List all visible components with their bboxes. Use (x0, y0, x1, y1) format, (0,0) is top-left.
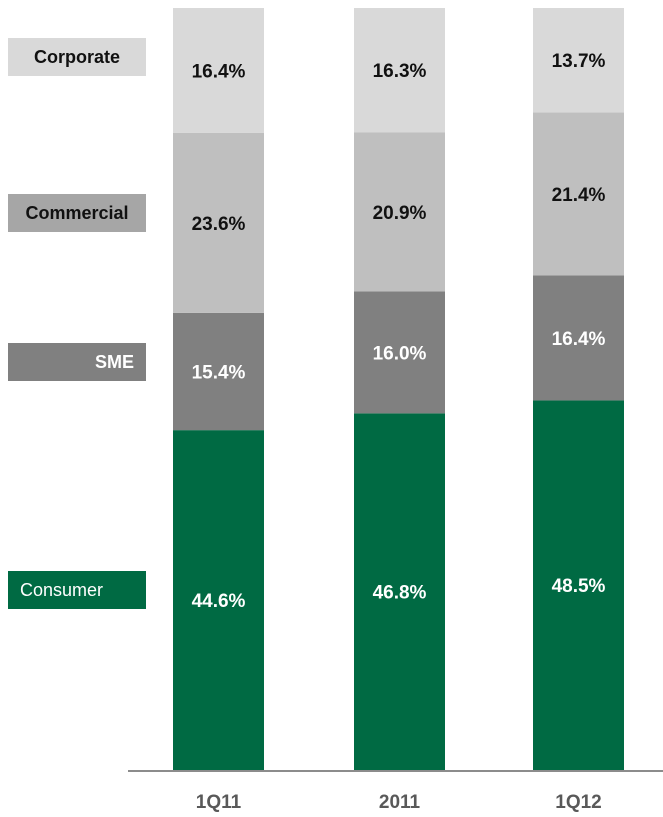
bar-segment-consumer-1q11 (173, 430, 264, 770)
data-label-commercial-1q11: 23.6% (192, 214, 246, 235)
data-label-sme-1q12: 16.4% (552, 329, 606, 350)
bar-segment-commercial-1q11 (173, 132, 264, 313)
bar-segment-corporate-1q12 (533, 8, 624, 113)
legend-label-commercial: Commercial (25, 202, 129, 223)
category-label-2011: 2011 (379, 792, 421, 813)
data-label-corporate-1q11: 16.4% (192, 61, 246, 82)
bar-segment-sme-1q12 (533, 275, 624, 401)
legend-item-corporate: Corporate (8, 38, 146, 76)
bar-segment-consumer-2011 (354, 413, 445, 770)
legend-item-sme: SME (8, 343, 146, 381)
data-label-consumer-2011: 46.8% (373, 583, 427, 604)
bar-segment-corporate-2011 (354, 8, 445, 133)
bar-segment-commercial-2011 (354, 132, 445, 292)
legend-label-sme: SME (94, 351, 134, 372)
bar-segment-sme-1q11 (173, 312, 264, 431)
bar-segment-sme-2011 (354, 291, 445, 414)
bar-segment-consumer-1q12 (533, 400, 624, 770)
data-label-sme-1q11: 15.4% (192, 362, 246, 383)
bar-segment-corporate-1q11 (173, 8, 264, 133)
legend-item-commercial: Commercial (8, 194, 146, 232)
data-label-sme-2011: 16.0% (373, 343, 427, 364)
legend-label-consumer: Consumer (20, 579, 104, 600)
data-label-corporate-2011: 16.3% (373, 61, 427, 82)
data-label-consumer-1q11: 44.6% (192, 591, 246, 612)
category-label-1q11: 1Q11 (196, 792, 242, 813)
category-label-1q12: 1Q12 (555, 792, 601, 813)
legend-label-corporate: Corporate (33, 46, 120, 67)
data-label-corporate-1q12: 13.7% (552, 51, 606, 72)
data-label-commercial-1q12: 21.4% (552, 185, 606, 206)
data-label-commercial-2011: 20.9% (373, 203, 427, 224)
data-label-consumer-1q12: 48.5% (552, 576, 606, 597)
legend-item-consumer: Consumer (8, 571, 146, 609)
bar-segment-commercial-1q12 (533, 112, 624, 276)
